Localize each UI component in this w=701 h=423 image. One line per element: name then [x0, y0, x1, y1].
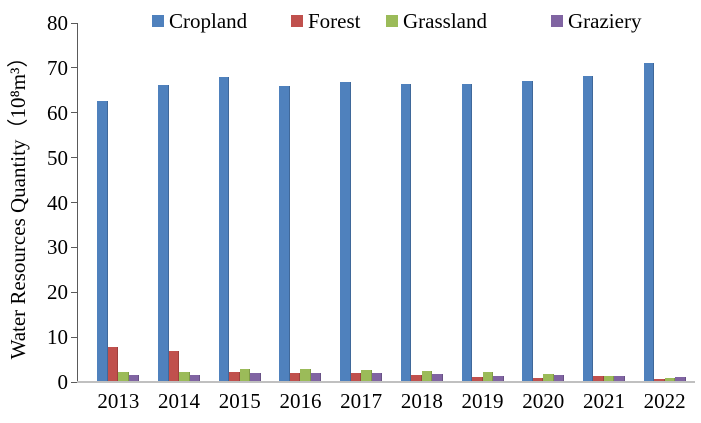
bar-graziery-2014	[189, 375, 201, 382]
bar-cropland-2020	[522, 81, 533, 382]
y-axis-tick	[71, 67, 77, 69]
bar-grassland-2021	[603, 375, 615, 382]
bar-graziery-2017	[371, 373, 383, 382]
y-axis-tick	[71, 246, 77, 248]
y-axis-tick	[71, 336, 77, 338]
x-axis-baseline	[77, 381, 695, 383]
y-axis-tick	[71, 202, 77, 203]
bar-grassland-2015	[239, 368, 251, 382]
bar-graziery-2022	[675, 376, 686, 382]
y-tick-label: 30	[47, 235, 68, 260]
y-axis-tick	[71, 291, 77, 293]
bar-cropland-2019	[461, 84, 473, 382]
bar-cropland-2022	[643, 63, 655, 382]
bar-forest-2013	[107, 347, 119, 382]
bar-grassland-2022	[664, 377, 676, 382]
x-tick-label-2018: 2018	[400, 389, 443, 413]
bar-cropland-2018	[400, 84, 412, 382]
bar-grassland-2020	[543, 374, 554, 382]
chart-legend: Cropland Forest Grassland Graziery	[0, 8, 701, 34]
bar-forest-2016	[289, 372, 301, 382]
legend-label-grassland: Grassland	[403, 9, 487, 33]
y-axis-tick	[71, 112, 77, 114]
legend-label-graziery: Graziery	[568, 9, 642, 33]
bar-grassland-2018	[421, 371, 433, 382]
y-tick-label: 40	[47, 190, 68, 215]
bar-forest-2019	[472, 376, 483, 382]
bar-grassland-2017	[361, 370, 372, 382]
bar-grassland-2014	[179, 372, 190, 382]
y-axis-tick	[71, 381, 77, 383]
legend-swatch-grassland	[386, 15, 398, 27]
bar-forest-2015	[229, 371, 240, 382]
bar-cropland-2015	[218, 76, 230, 382]
legend-swatch-graziery	[551, 15, 563, 27]
x-tick-label-2013: 2013	[97, 389, 140, 413]
y-tick-label: 70	[47, 55, 68, 80]
bar-cropland-2013	[97, 100, 108, 382]
x-tick-label-2021: 2021	[582, 389, 625, 413]
bar-forest-2018	[411, 374, 422, 382]
bar-forest-2022	[654, 379, 665, 382]
bar-forest-2014	[168, 351, 180, 382]
bar-graziery-2018	[432, 374, 443, 382]
x-tick-label-2017: 2017	[340, 389, 383, 413]
x-tick-label-2022: 2022	[643, 389, 686, 413]
legend-swatch-cropland	[152, 15, 164, 27]
legend-item-forest: Forest	[291, 8, 361, 34]
y-axis-tick	[71, 22, 77, 24]
bar-forest-2021	[593, 376, 604, 382]
y-tick-label: 50	[47, 145, 68, 170]
x-tick-label-2016: 2016	[279, 389, 322, 413]
legend-swatch-forest	[291, 15, 303, 27]
bar-grassland-2019	[482, 372, 494, 382]
bar-graziery-2021	[614, 376, 625, 382]
x-tick-label-2015: 2015	[218, 389, 261, 413]
bar-cropland-2016	[279, 85, 290, 382]
bar-graziery-2016	[310, 373, 322, 382]
legend-label-forest: Forest	[308, 9, 361, 33]
legend-item-grassland: Grassland	[386, 8, 487, 34]
bar-graziery-2019	[493, 375, 504, 382]
y-axis-line	[77, 23, 78, 382]
bar-cropland-2014	[158, 84, 169, 382]
x-tick-label-2019: 2019	[461, 389, 504, 413]
bar-graziery-2020	[553, 375, 565, 382]
y-tick-label: 20	[47, 280, 68, 305]
bar-forest-2020	[532, 378, 544, 382]
bar-cropland-2017	[340, 82, 351, 382]
y-tick-label: 0	[57, 370, 69, 394]
y-axis-tick	[71, 157, 77, 159]
bar-forest-2017	[350, 373, 362, 382]
y-tick-label: 60	[47, 100, 68, 125]
bar-graziery-2015	[250, 372, 261, 382]
bar-cropland-2021	[582, 75, 594, 382]
bar-grassland-2016	[300, 369, 311, 382]
legend-item-graziery: Graziery	[551, 8, 641, 34]
x-tick-label-2014: 2014	[158, 389, 201, 413]
legend-item-cropland: Cropland	[152, 8, 247, 34]
y-tick-label: 10	[47, 325, 68, 350]
legend-label-cropland: Cropland	[169, 9, 248, 33]
y-tick-label: 80	[47, 11, 68, 35]
bar-graziery-2013	[128, 375, 140, 382]
bar-grassland-2013	[118, 372, 129, 382]
x-tick-label-2020: 2020	[522, 389, 565, 413]
